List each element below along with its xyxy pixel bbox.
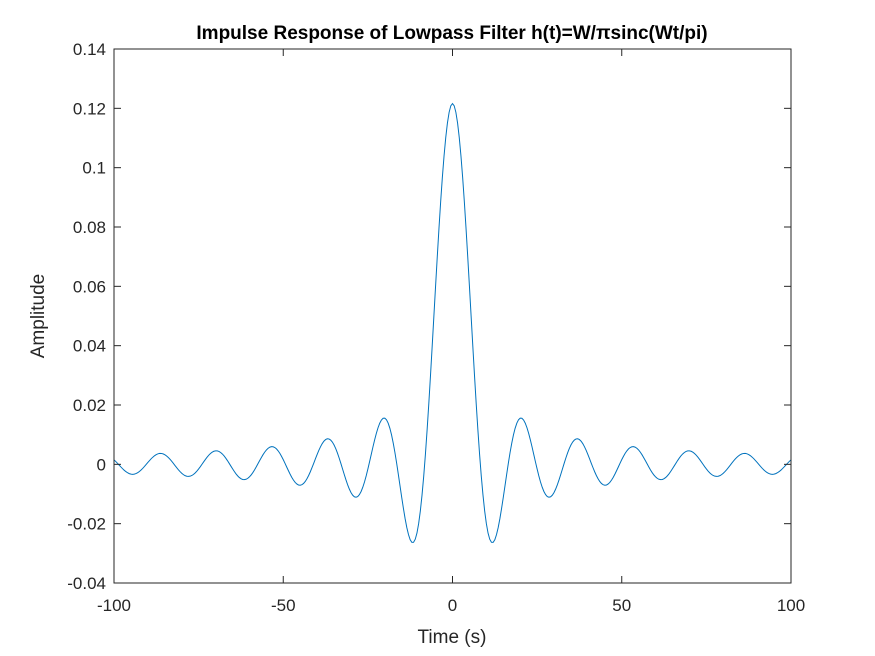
x-tick-label: 0 bbox=[448, 596, 457, 615]
x-tick-label: 50 bbox=[612, 596, 631, 615]
y-tick-label: 0.12 bbox=[73, 99, 106, 118]
x-tick-label: -100 bbox=[97, 596, 131, 615]
axes-box bbox=[113, 48, 792, 584]
x-tick-label: 100 bbox=[777, 596, 805, 615]
y-tick-label: 0.14 bbox=[73, 40, 106, 59]
y-tick-label: 0 bbox=[97, 455, 106, 474]
y-tick-label: -0.04 bbox=[67, 574, 106, 593]
x-tick-label: -50 bbox=[271, 596, 296, 615]
series-line-0 bbox=[113, 102, 792, 543]
x-axis-label: Time (s) bbox=[418, 627, 487, 648]
y-tick-labels: -0.04 -0.02 0 0.02 0.04 0.06 0.08 0.1 0.12 0.14 bbox=[67, 40, 106, 593]
plot-background bbox=[114, 49, 791, 583]
y-tick-label: 0.08 bbox=[73, 218, 106, 237]
series-layer bbox=[113, 102, 792, 543]
y-tick-label: -0.02 bbox=[67, 515, 106, 534]
chart-title: Impulse Response of Lowpass Filter h(t)=… bbox=[196, 23, 707, 44]
y-tick-label: 0.1 bbox=[82, 159, 106, 178]
y-tick-label: 0.06 bbox=[73, 277, 106, 296]
x-tick-labels: -100 -50 0 50 100 bbox=[97, 596, 805, 615]
y-axis-label: Amplitude bbox=[28, 274, 49, 359]
y-tick-label: 0.04 bbox=[73, 337, 106, 356]
y-tick-label: 0.02 bbox=[73, 396, 106, 415]
